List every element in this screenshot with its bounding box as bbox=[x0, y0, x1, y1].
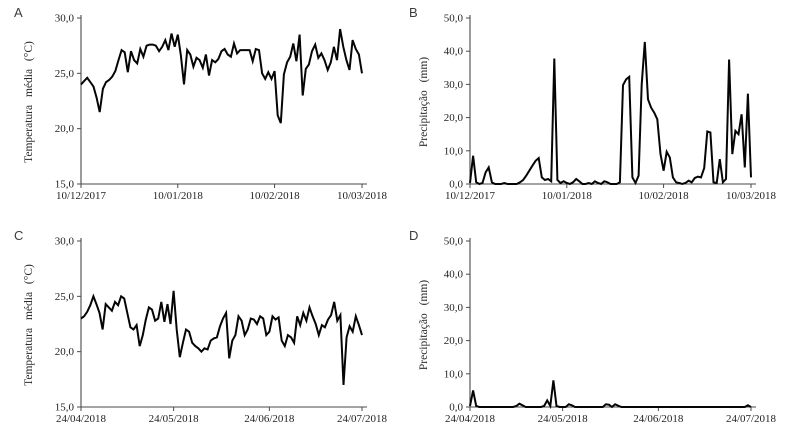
series-line bbox=[80, 28, 363, 124]
x-tick-label: 10/12/2017 bbox=[56, 190, 107, 202]
y-tick-label: 30,0 bbox=[444, 302, 464, 314]
x-tick-label: 10/02/2018 bbox=[639, 190, 690, 202]
y-tick-label: 50,0 bbox=[444, 236, 464, 248]
x-tick-label: 24/07/2018 bbox=[337, 413, 388, 425]
panel-b-letter: B bbox=[409, 5, 418, 20]
panel-d-letter: D bbox=[409, 228, 419, 243]
panel-c-chart: 15,0 20,0 25,0 30,0 24/04/2018 24/05/2018 24/0… bbox=[55, 236, 388, 426]
x-tick-label: 10/01/2018 bbox=[542, 190, 593, 202]
y-tick-label: 40,0 bbox=[444, 269, 464, 281]
x-tick-label: 24/04/2018 bbox=[445, 413, 496, 425]
y-tick-label: 20,0 bbox=[55, 123, 75, 135]
panel-a-temperature: A Temperatura média (°C) 15,0 20,0 25,0 30,… bbox=[0, 0, 395, 223]
x-tick-label: 24/06/2018 bbox=[244, 413, 295, 425]
x-tick-label: 24/07/2018 bbox=[726, 413, 777, 425]
y-tick-label: 30,0 bbox=[444, 79, 464, 91]
x-tick-label: 10/01/2018 bbox=[153, 190, 204, 202]
x-tick-label: 10/03/2018 bbox=[337, 190, 388, 202]
series-line bbox=[469, 380, 752, 410]
panel-d-precipitation: D Precipitação (mm) 0,0 10,0 20,0 30,0 40,0 5… bbox=[395, 223, 790, 446]
y-tick-label: 20,0 bbox=[444, 112, 464, 124]
y-tick-label: 15,0 bbox=[55, 402, 75, 414]
y-tick-label: 0,0 bbox=[449, 402, 463, 414]
x-tick-label: 10/02/2018 bbox=[250, 190, 301, 202]
y-tick-label: 50,0 bbox=[444, 13, 464, 25]
panel-a-chart: 15,0 20,0 25,0 30,0 10/12/2017 10/01/2018 10/0… bbox=[55, 13, 388, 203]
y-tick-label: 0,0 bbox=[449, 179, 463, 191]
y-tick-label: 20,0 bbox=[444, 335, 464, 347]
y-tick-label: 15,0 bbox=[55, 179, 75, 191]
x-tick-label: 24/05/2018 bbox=[149, 413, 200, 425]
y-tick-label: 10,0 bbox=[444, 145, 464, 157]
panel-b-chart: 0,0 10,0 20,0 30,0 40,0 50,0 10/12/2017 10/01/2… bbox=[444, 13, 777, 203]
panel-c-letter: C bbox=[14, 228, 24, 243]
series-line bbox=[80, 290, 363, 385]
y-tick-label: 30,0 bbox=[55, 236, 75, 248]
panel-b-precipitation: B Precipitação (mm) 0,0 10,0 20,0 30,0 40,0 5… bbox=[395, 0, 790, 223]
x-tick-label: 24/06/2018 bbox=[633, 413, 684, 425]
x-tick-label: 10/12/2017 bbox=[445, 190, 496, 202]
y-tick-label: 40,0 bbox=[444, 46, 464, 58]
x-tick-label: 10/03/2018 bbox=[726, 190, 777, 202]
x-tick-label: 24/05/2018 bbox=[538, 413, 589, 425]
y-tick-label: 10,0 bbox=[444, 368, 464, 380]
y-tick-label: 20,0 bbox=[55, 346, 75, 358]
panel-a-letter: A bbox=[14, 5, 23, 20]
series-line bbox=[469, 41, 752, 186]
panel-c-temperature: C Temperatura média (°C) 15,0 20,0 25,0 30,… bbox=[0, 223, 395, 446]
y-tick-label: 30,0 bbox=[55, 13, 75, 25]
y-tick-label: 25,0 bbox=[55, 68, 75, 80]
x-tick-label: 24/04/2018 bbox=[56, 413, 107, 425]
panel-d-chart: 0,0 10,0 20,0 30,0 40,0 50,0 24/04/2018 24/05/2… bbox=[444, 236, 777, 426]
y-tick-label: 25,0 bbox=[55, 291, 75, 303]
